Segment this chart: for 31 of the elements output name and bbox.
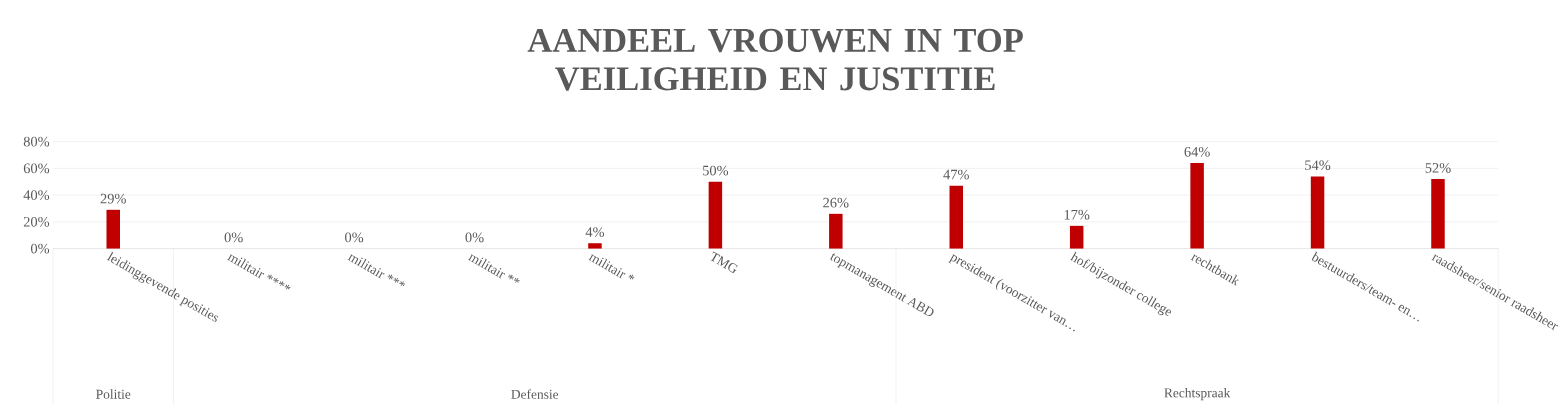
- data-label: 17%: [1064, 209, 1090, 220]
- data-label: 4%: [585, 227, 605, 237]
- chart-title: AANDEEL VROUWEN IN TOP VEILIGHEID EN JUSTITIE: [527, 28, 1023, 91]
- bar: [949, 185, 963, 249]
- bar: [106, 209, 120, 249]
- x-tick-label: TMG: [710, 251, 738, 273]
- bar: [1069, 225, 1084, 249]
- data-label: 0%: [465, 232, 484, 243]
- data-label: 52%: [1425, 162, 1451, 173]
- bar: [1431, 178, 1445, 249]
- data-label: 64%: [1184, 146, 1210, 157]
- data-label: 50%: [703, 165, 729, 176]
- text: Defensie: [511, 389, 559, 399]
- data-label: 29%: [100, 193, 126, 204]
- y-tick-label: 80%: [23, 136, 50, 147]
- bar: [1190, 162, 1204, 249]
- data-label: 54%: [1305, 160, 1331, 170]
- text: Rechtspraak: [1164, 387, 1231, 401]
- y-tick-label: 40%: [23, 190, 50, 200]
- data-label: 0%: [345, 232, 364, 243]
- data-label: 26%: [823, 197, 849, 208]
- bar: [829, 213, 843, 249]
- y-tick-label: 60%: [23, 163, 50, 174]
- bar: [1310, 176, 1325, 249]
- bar: [588, 243, 602, 249]
- data-label: 0%: [224, 232, 243, 243]
- y-tick-label: 0%: [30, 243, 50, 254]
- y-tick-label: 20%: [23, 216, 50, 227]
- data-label: 47%: [943, 169, 969, 180]
- bar: [708, 181, 723, 249]
- text: Politie: [96, 389, 131, 399]
